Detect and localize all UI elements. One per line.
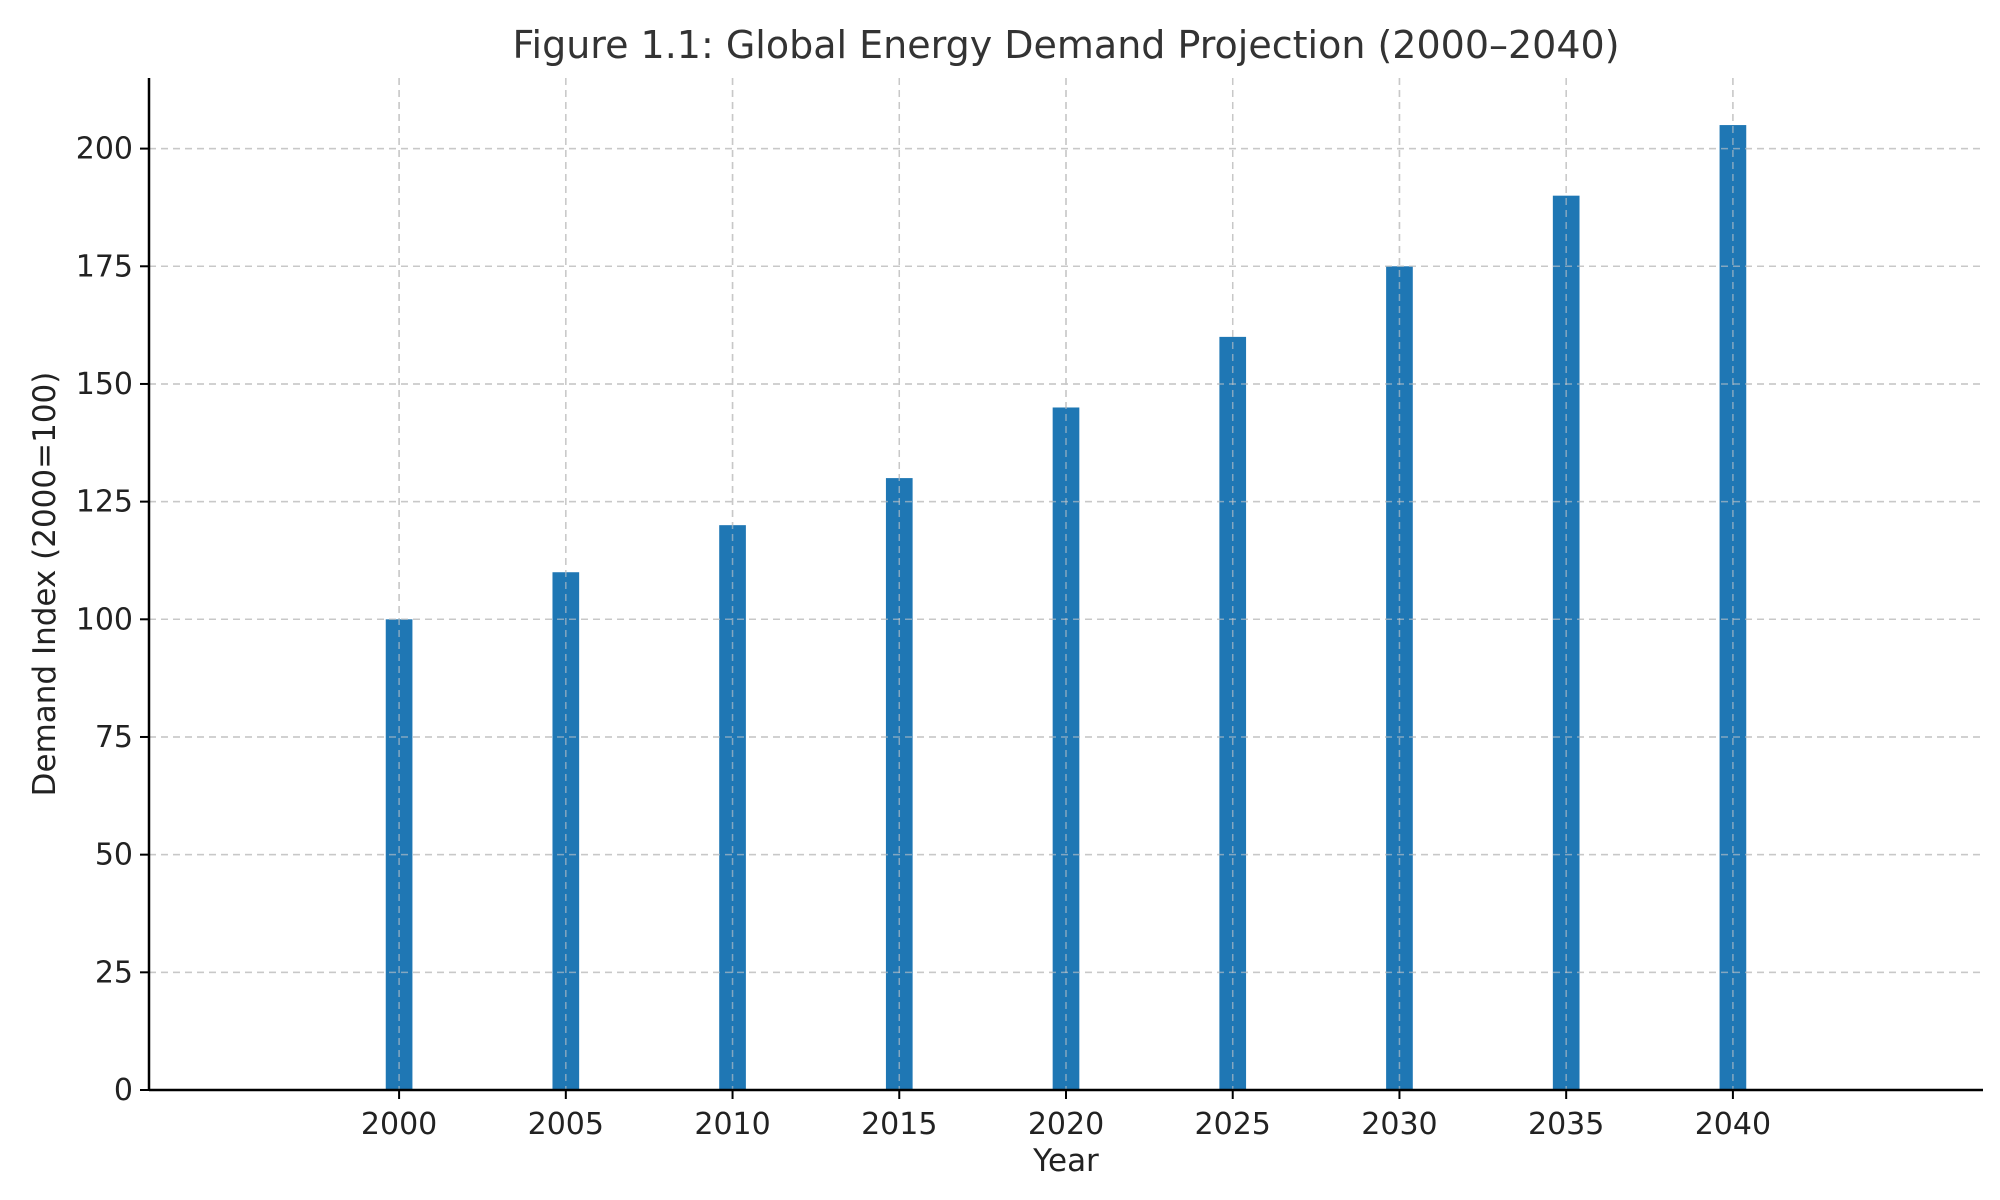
x-tick-label: 2015	[861, 1107, 937, 1142]
x-tick-label: 2010	[694, 1107, 770, 1142]
bar-2005	[552, 572, 580, 1090]
chart-title: Figure 1.1: Global Energy Demand Project…	[512, 23, 1619, 67]
x-tick-label: 2040	[1695, 1107, 1771, 1142]
y-tick-label: 150	[76, 367, 133, 402]
y-tick-label: 175	[76, 249, 133, 284]
y-tick-label: 50	[95, 838, 133, 873]
x-tick-label: 2025	[1195, 1107, 1271, 1142]
ticks-layer: 0 25 50 75 100 125 150 175 200 2000 2005 2010 2015 20…	[76, 132, 1771, 1142]
y-tick-label: 0	[114, 1073, 133, 1108]
y-tick-label: 25	[95, 955, 133, 990]
y-axis-label: Demand Index (2000=100)	[27, 372, 63, 797]
y-tick-label: 100	[76, 602, 133, 637]
x-tick-label: 2035	[1528, 1107, 1604, 1142]
bar-2020	[1052, 407, 1080, 1090]
y-tick-label: 75	[95, 720, 133, 755]
y-tick-label: 200	[76, 132, 133, 167]
bar-2025	[1219, 336, 1247, 1090]
x-tick-label: 2030	[1361, 1107, 1437, 1142]
x-tick-label: 2020	[1028, 1107, 1104, 1142]
bar-2015	[885, 478, 913, 1090]
bars-layer	[149, 78, 1983, 1091]
y-tick-label: 125	[76, 485, 133, 520]
x-axis-label: Year	[1032, 1143, 1099, 1179]
x-tick-label: 2000	[361, 1107, 437, 1142]
x-tick-label: 2005	[528, 1107, 604, 1142]
